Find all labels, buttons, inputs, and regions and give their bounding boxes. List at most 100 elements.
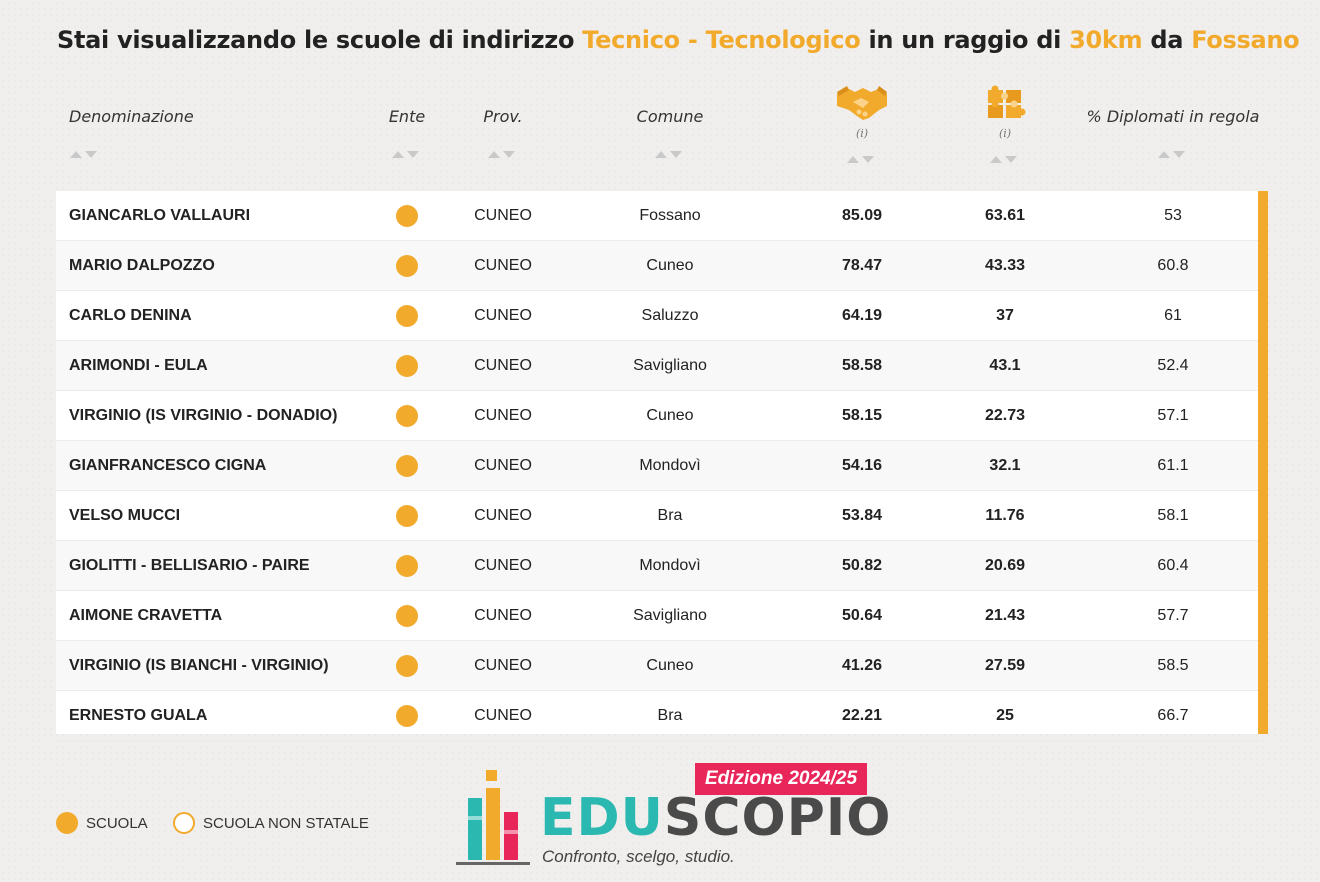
private-school-dot-icon xyxy=(173,812,195,834)
sort-indice1-button[interactable] xyxy=(847,154,877,164)
eduscopio-logo[interactable]: Edizione 2024/25 EDUSCOPIO Confronto, sc… xyxy=(456,760,890,873)
sort-indice2-button[interactable] xyxy=(990,154,1020,164)
col-header-indice2: (i) xyxy=(984,84,1026,140)
ente-cell xyxy=(396,641,418,691)
table-row[interactable]: ERNESTO GUALA CUNEO Bra 22.21 25 66.7 xyxy=(56,691,1258,741)
comune-cell: Saluzzo xyxy=(641,307,699,324)
diplomati-cell: 57.7 xyxy=(1157,607,1189,624)
table-row[interactable]: ARIMONDI - EULA CUNEO Savigliano 58.58 43.1 5… xyxy=(56,341,1258,391)
indice1-cell: 50.64 xyxy=(841,607,883,624)
indice2-cell: 25 xyxy=(996,707,1014,724)
indice1-cell: 41.26 xyxy=(841,657,883,674)
school-name[interactable]: GIOLITTI - BELLISARIO - PAIRE xyxy=(69,557,310,574)
school-name[interactable]: ERNESTO GUALA xyxy=(69,707,208,724)
indice1-cell: 22.21 xyxy=(841,707,883,724)
prov-cell: CUNEO xyxy=(474,657,532,674)
school-name[interactable]: ARIMONDI - EULA xyxy=(69,357,208,374)
ente-cell xyxy=(396,291,418,341)
school-name[interactable]: CARLO DENINA xyxy=(69,307,192,324)
table-scrollbar[interactable] xyxy=(1258,191,1268,734)
comune-cell: Cuneo xyxy=(646,257,694,274)
table-row[interactable]: GIOLITTI - BELLISARIO - PAIRE CUNEO Mondov… xyxy=(56,541,1258,591)
table-row[interactable]: GIANFRANCESCO CIGNA CUNEO Mondovì 54.16 32.1… xyxy=(56,441,1258,491)
sort-denominazione-button[interactable] xyxy=(70,149,100,159)
school-name[interactable]: VELSO MUCCI xyxy=(69,507,181,524)
comune-cell: Mondovì xyxy=(639,557,701,574)
table-row[interactable]: VIRGINIO (IS BIANCHI - VIRGINIO) CUNEO Cun… xyxy=(56,641,1258,691)
diplomati-cell: 52.4 xyxy=(1157,357,1189,374)
books-bars-icon xyxy=(456,768,532,873)
prov-cell: CUNEO xyxy=(474,557,532,574)
sort-ente-button[interactable] xyxy=(392,149,422,159)
school-name[interactable]: AIMONE CRAVETTA xyxy=(69,607,223,624)
brand-edu: EDU xyxy=(540,788,664,848)
indice2-cell: 32.1 xyxy=(989,457,1021,474)
brand-tagline: Confronto, scelgo, studio. xyxy=(542,847,735,866)
indice1-cell: 78.47 xyxy=(841,257,883,274)
title-raggio: 30km xyxy=(1069,26,1143,54)
diplomati-cell: 61.1 xyxy=(1157,457,1189,474)
ente-cell xyxy=(396,691,418,741)
table-row[interactable]: MARIO DALPOZZO CUNEO Cuneo 78.47 43.33 60.8 xyxy=(56,241,1258,291)
diplomati-cell: 60.4 xyxy=(1157,557,1189,574)
table-row[interactable]: GIANCARLO VALLAURI CUNEO Fossano 85.09 63.61… xyxy=(56,191,1258,241)
indice2-cell: 37 xyxy=(996,307,1014,324)
diplomati-cell: 53 xyxy=(1164,207,1182,224)
indice2-cell: 22.73 xyxy=(984,407,1026,424)
sort-prov-button[interactable] xyxy=(488,149,518,159)
sort-diplomati-button[interactable] xyxy=(1158,149,1188,159)
comune-cell: Bra xyxy=(657,507,683,524)
diplomati-cell: 58.5 xyxy=(1157,657,1189,674)
info-icon[interactable]: (i) xyxy=(855,127,869,140)
table-row[interactable]: VIRGINIO (IS VIRGINIO - DONADIO) CUNEO Cun… xyxy=(56,391,1258,441)
indice2-cell: 27.59 xyxy=(984,657,1026,674)
indice1-cell: 54.16 xyxy=(841,457,883,474)
school-name[interactable]: VIRGINIO (IS VIRGINIO - DONADIO) xyxy=(69,407,338,424)
indice1-cell: 58.58 xyxy=(841,357,883,374)
ente-cell xyxy=(396,391,418,441)
prov-cell: CUNEO xyxy=(474,507,532,524)
prov-cell: CUNEO xyxy=(474,707,532,724)
comune-cell: Savigliano xyxy=(633,607,707,624)
school-name[interactable]: GIANCARLO VALLAURI xyxy=(69,207,251,224)
col-header-denominazione: Denominazione xyxy=(69,107,194,126)
school-name[interactable]: MARIO DALPOZZO xyxy=(69,257,215,274)
school-dot-icon xyxy=(396,405,418,427)
comune-cell: Cuneo xyxy=(646,407,694,424)
prov-cell: CUNEO xyxy=(474,357,532,374)
prov-cell: CUNEO xyxy=(474,307,532,324)
ente-cell xyxy=(396,441,418,491)
brand-scopio: SCOPIO xyxy=(663,788,892,848)
school-name[interactable]: GIANFRANCESCO CIGNA xyxy=(69,457,267,474)
indice2-cell: 20.69 xyxy=(984,557,1026,574)
indice2-cell: 11.76 xyxy=(985,507,1025,524)
col-header-diplomati: % Diplomati in regola xyxy=(1086,107,1260,126)
info-icon[interactable]: (i) xyxy=(998,127,1012,140)
comune-cell: Bra xyxy=(657,707,683,724)
prov-cell: CUNEO xyxy=(474,207,532,224)
table-row[interactable]: CARLO DENINA CUNEO Saluzzo 64.19 37 61 xyxy=(56,291,1258,341)
school-dot-icon xyxy=(396,505,418,527)
legend-non-statale: SCUOLA NON STATALE xyxy=(173,812,369,834)
schools-table: GIANCARLO VALLAURI CUNEO Fossano 85.09 63.61… xyxy=(56,191,1268,741)
edition-badge: Edizione 2024/25 xyxy=(695,763,867,795)
indice1-cell: 64.19 xyxy=(841,307,883,324)
school-name[interactable]: VIRGINIO (IS BIANCHI - VIRGINIO) xyxy=(69,657,329,674)
title-indirizzo: Tecnico - Tecnologico xyxy=(582,26,861,54)
ente-cell xyxy=(396,191,418,241)
ente-cell xyxy=(396,591,418,641)
table-row[interactable]: VELSO MUCCI CUNEO Bra 53.84 11.76 58.1 xyxy=(56,491,1258,541)
col-header-indice1: (i) xyxy=(835,84,889,140)
diplomati-cell: 66.7 xyxy=(1157,707,1189,724)
indice2-cell: 43.1 xyxy=(989,357,1021,374)
ente-cell xyxy=(396,241,418,291)
diplomati-cell: 61 xyxy=(1164,307,1182,324)
school-dot-icon xyxy=(396,205,418,227)
brand-name: EDUSCOPIO xyxy=(540,788,891,848)
title-da: da xyxy=(1150,26,1184,54)
sort-comune-button[interactable] xyxy=(655,149,685,159)
table-row[interactable]: AIMONE CRAVETTA CUNEO Savigliano 50.64 21.43… xyxy=(56,591,1258,641)
school-dot-icon xyxy=(396,355,418,377)
indice2-cell: 63.61 xyxy=(984,207,1026,224)
diplomati-cell: 58.1 xyxy=(1157,507,1189,524)
